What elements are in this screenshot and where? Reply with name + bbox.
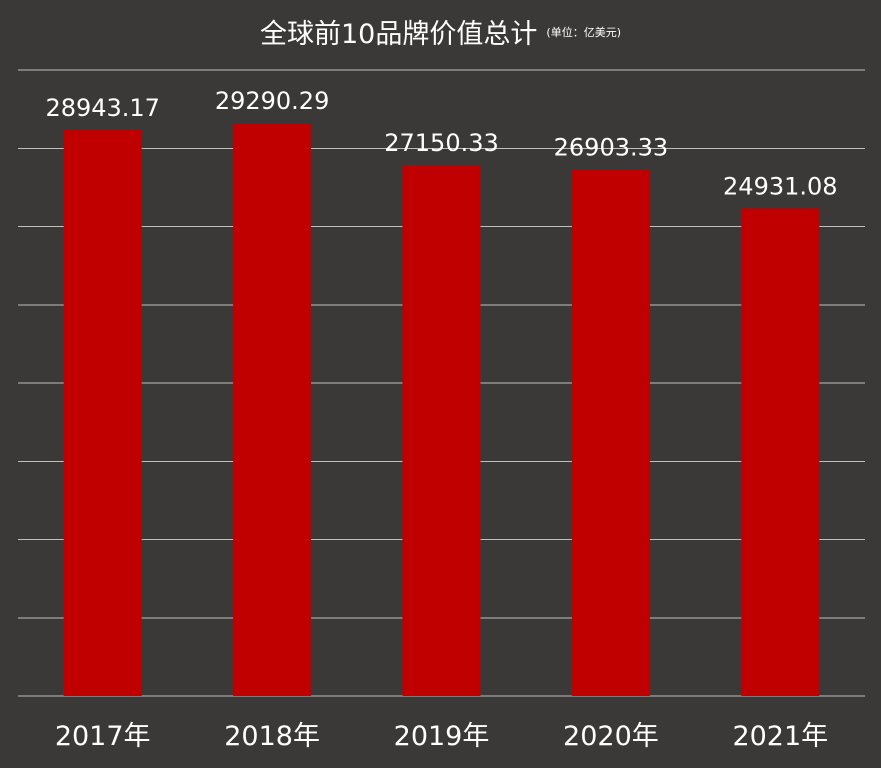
data-label: 29290.29 bbox=[215, 87, 330, 115]
data-label: 24931.08 bbox=[723, 172, 838, 200]
data-label: 26903.33 bbox=[554, 134, 669, 162]
x-tick-label: 2020年 bbox=[563, 721, 659, 752]
bar bbox=[233, 123, 312, 696]
bar bbox=[63, 129, 142, 696]
chart-title: 全球前10品牌价值总计 bbox=[259, 19, 538, 50]
x-tick-label: 2018年 bbox=[224, 721, 320, 752]
bar bbox=[402, 164, 481, 696]
x-tick-label: 2021年 bbox=[732, 721, 828, 752]
chart-unit-subtitle: (单位：亿美元) bbox=[546, 25, 622, 39]
data-label: 28943.17 bbox=[45, 94, 160, 122]
bar bbox=[571, 169, 650, 696]
chart-title-block: 全球前10品牌价值总计 (单位：亿美元) bbox=[0, 12, 881, 51]
data-label: 27150.33 bbox=[384, 129, 499, 157]
x-tick-label: 2017年 bbox=[55, 721, 151, 752]
bar bbox=[741, 208, 820, 696]
x-tick-label: 2019年 bbox=[394, 721, 490, 752]
